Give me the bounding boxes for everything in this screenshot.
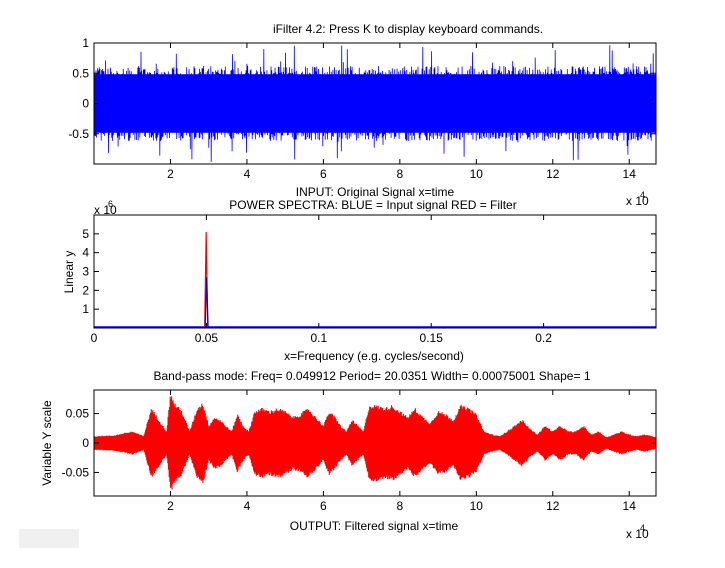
svg-text:x 10: x 10 — [94, 203, 117, 217]
x-tick-label: 0.05 — [195, 331, 219, 345]
y-tick-label: 2 — [82, 283, 89, 297]
filtered-signal-panel: Band-pass mode: Freq= 0.049912 Period= 2… — [40, 369, 657, 541]
input-signal-series — [93, 45, 657, 162]
x-tick-label: 0.2 — [535, 331, 552, 345]
power-spectra-y-exponent: x 10 6 — [94, 199, 117, 217]
y-tick-label: 0.05 — [66, 407, 90, 421]
x-tick-label: 6 — [320, 167, 327, 181]
filtered-signal-x-exponent: x 10 4 — [626, 523, 649, 541]
power-spectra-axes-box — [93, 214, 657, 329]
input-signal-ticks: 2 4 6 8 10 12 14 1 0.5 0 -0.5 — [68, 36, 656, 181]
power-spectra-ylabel: Linear y — [62, 251, 76, 294]
input-signal-panel: iFilter 4.2: Press K to display keyboard… — [68, 22, 657, 208]
x-tick-label: 14 — [623, 499, 637, 513]
y-tick-label: 0 — [82, 436, 89, 450]
y-tick-label: -0.05 — [62, 465, 90, 479]
x-tick-label: 0.15 — [420, 331, 444, 345]
x-tick-label: 2 — [167, 167, 174, 181]
svg-text:x 10: x 10 — [626, 527, 649, 541]
x-tick-label: 4 — [244, 167, 251, 181]
x-tick-label: 14 — [623, 167, 637, 181]
x-tick-label: 6 — [320, 499, 327, 513]
filter-settings-title: Band-pass mode: Freq= 0.049912 Period= 2… — [154, 369, 591, 383]
filtered-signal-xlabel: OUTPUT: Filtered signal x=time — [290, 519, 459, 533]
power-spectra-title: POWER SPECTRA: BLUE = Input signal RED =… — [229, 198, 516, 212]
status-placeholder-box — [19, 529, 79, 548]
power-spectra-xlabel: x=Frequency (e.g. cycles/second) — [284, 349, 464, 363]
power-spectra-panel: x 10 6 POWER SPECTRA: BLUE = Input signa… — [62, 198, 657, 363]
y-tick-label: 5 — [82, 227, 89, 241]
input-spectrum-peak — [204, 277, 209, 329]
power-spectra-plot-area — [94, 231, 656, 329]
x-tick-label: 8 — [397, 167, 404, 181]
x-tick-label: 0 — [91, 331, 98, 345]
svg-text:6: 6 — [108, 199, 113, 209]
filtered-signal-ylabel: Variable Y scale — [40, 400, 54, 486]
input-signal-x-exponent: x 10 4 — [626, 190, 649, 208]
figure-title: iFilter 4.2: Press K to display keyboard… — [273, 22, 543, 36]
x-tick-label: 10 — [470, 499, 484, 513]
x-tick-label: 12 — [546, 499, 560, 513]
svg-text:4: 4 — [640, 190, 645, 200]
x-tick-label: 10 — [470, 167, 484, 181]
y-tick-label: 0.5 — [72, 66, 89, 80]
x-tick-label: 4 — [244, 499, 251, 513]
y-tick-label: 1 — [82, 36, 89, 50]
y-tick-label: 1 — [82, 302, 89, 316]
x-tick-label: 8 — [397, 499, 404, 513]
svg-text:x 10: x 10 — [626, 194, 649, 208]
filtered-signal-ticks: 2 4 6 8 10 12 14 0.05 0 -0.05 — [62, 390, 656, 513]
filtered-signal-plot-area — [93, 396, 657, 490]
svg-text:4: 4 — [640, 523, 645, 533]
y-tick-label: 0 — [82, 97, 89, 111]
y-tick-label: -0.5 — [68, 127, 89, 141]
x-tick-label: 0.1 — [310, 331, 327, 345]
input-signal-xlabel: INPUT: Original Signal x=time — [296, 185, 455, 199]
y-tick-label: 4 — [82, 246, 89, 260]
x-tick-label: 2 — [167, 499, 174, 513]
x-tick-label: 12 — [546, 167, 560, 181]
y-tick-label: 3 — [82, 265, 89, 279]
filtered-signal-series — [93, 396, 657, 490]
input-signal-plot-area — [93, 45, 657, 162]
power-spectra-ticks: 0 0.05 0.1 0.15 0.2 1 2 3 4 5 — [82, 215, 656, 345]
